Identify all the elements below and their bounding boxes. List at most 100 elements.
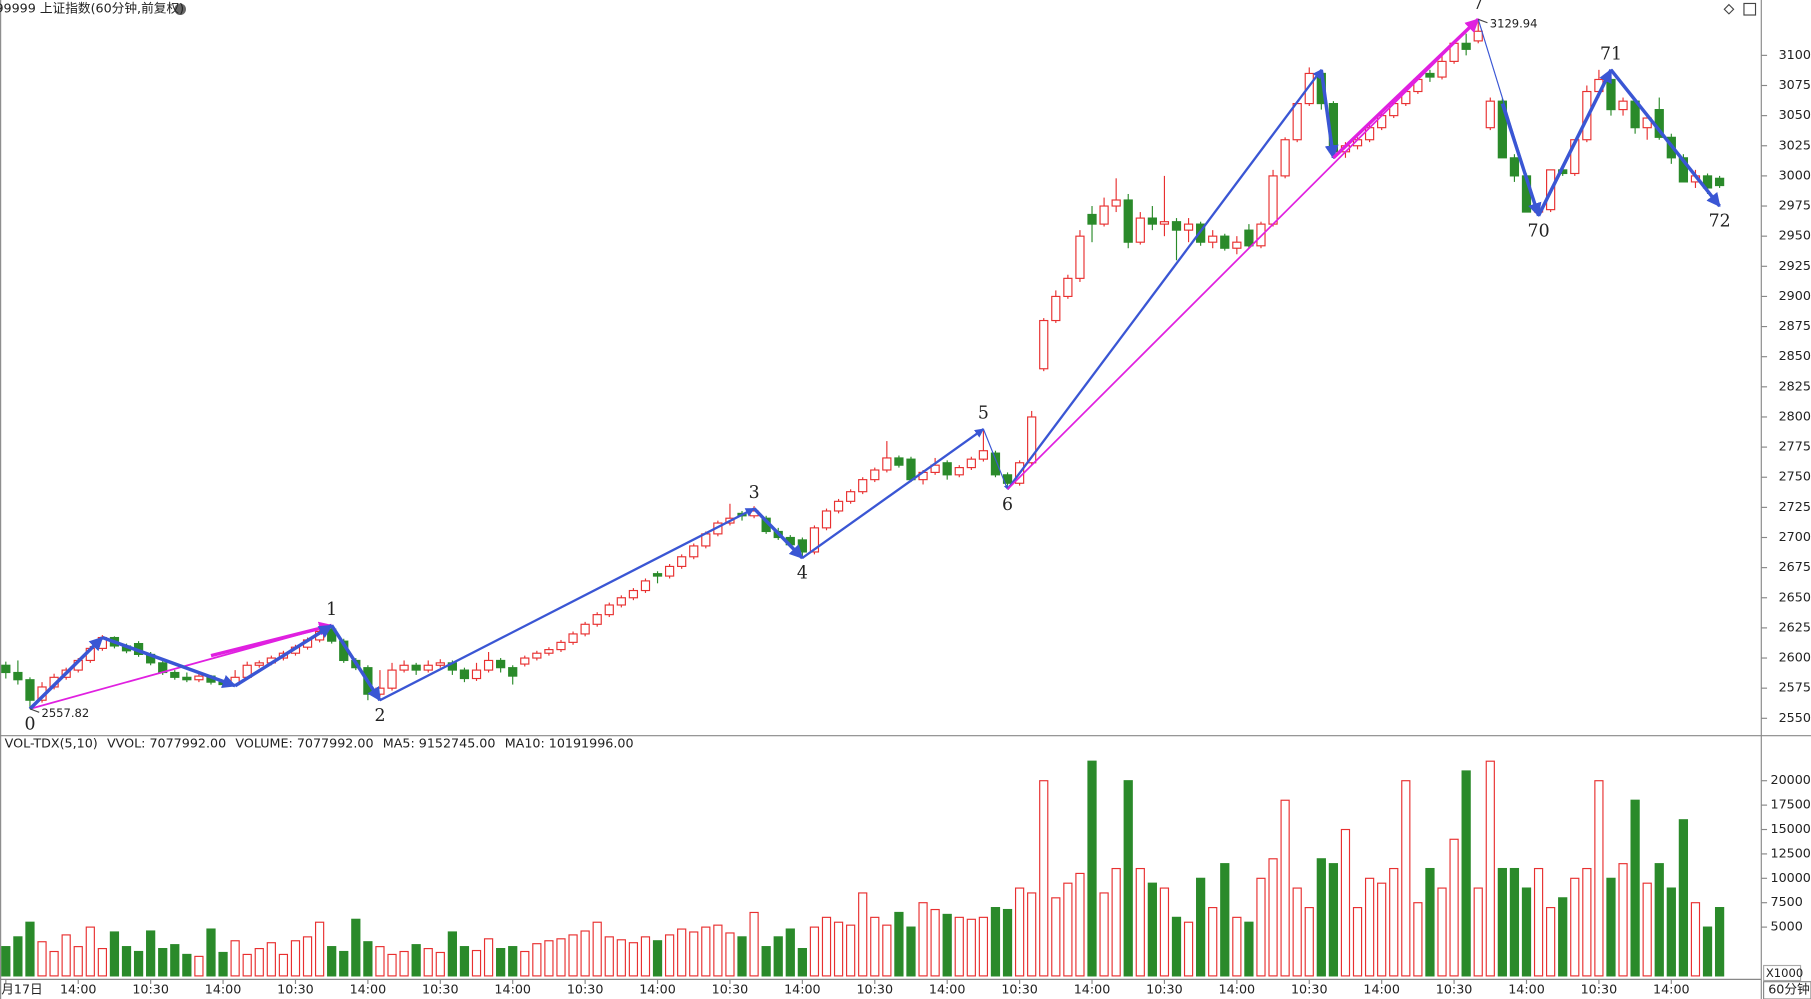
y-tick-label: 2775: [1779, 439, 1811, 454]
volume-bar: [1642, 882, 1652, 977]
candle-body: [532, 652, 542, 659]
title-dropdown[interactable]: [174, 3, 186, 16]
volume-bar: [1497, 867, 1507, 977]
volume-bar: [339, 950, 349, 977]
icon-diamond[interactable]: [1723, 3, 1735, 15]
volume-bar: [833, 921, 844, 977]
volume-bar: [290, 940, 301, 977]
volume-bar: [1328, 863, 1339, 977]
x-tick-label: 14:00: [60, 981, 97, 996]
y-tick-label: 3025: [1779, 137, 1811, 152]
candle-body: [1304, 72, 1314, 105]
volume-bar: [471, 949, 482, 977]
volume-bar: [713, 924, 723, 977]
volume-bar: [459, 946, 470, 977]
volume-legend-item: MA5: 9152745.00: [383, 735, 496, 750]
volume-bar: [363, 941, 373, 977]
candle-body: [1618, 100, 1628, 111]
zigzag-arrow: [801, 428, 985, 559]
x-tick-label: 14:00: [929, 981, 966, 996]
volume-bar: [25, 921, 35, 977]
zigzag-arrow: [1006, 69, 1323, 490]
candle-body: [846, 491, 856, 502]
volume-bar: [568, 934, 578, 977]
candle-body: [882, 457, 892, 471]
y-tick-label: 2975: [1779, 198, 1811, 213]
volume-bar: [689, 931, 699, 977]
volume-y-tick-label: 17500: [1771, 797, 1811, 812]
zigzag-arrow: [1500, 103, 1542, 217]
icon-window[interactable]: [1743, 2, 1757, 16]
candle-body: [1473, 30, 1483, 42]
volume-bar: [206, 928, 216, 977]
candle-body: [1075, 235, 1085, 279]
volume-legend-item: MA10: 10191996.00: [505, 735, 634, 750]
volume-bar: [640, 936, 651, 977]
volume-bar: [447, 931, 457, 977]
candle-body: [1, 664, 11, 674]
volume-y-tick-label: 12500: [1771, 845, 1811, 860]
volume-bar: [1509, 867, 1520, 977]
candle-body: [13, 671, 23, 681]
volume-bar: [749, 911, 759, 977]
x-tick-label: 10:30: [1001, 981, 1038, 996]
volume-bar: [990, 907, 1001, 977]
volume-bar: [182, 953, 192, 977]
volume-bar: [1027, 892, 1037, 977]
volume-bar: [821, 916, 832, 977]
candle-body: [1147, 217, 1157, 225]
zigzag-arrow: [982, 428, 1009, 490]
x-tick-label: 14:00: [205, 981, 242, 996]
zigzag-arrow: [1609, 68, 1721, 208]
volume-bar: [73, 946, 83, 977]
volume-bar: [930, 908, 940, 977]
y-tick-label: 2950: [1779, 228, 1811, 243]
volume-bar: [1582, 867, 1592, 977]
volume-bar: [906, 926, 916, 977]
candle-body: [1063, 277, 1073, 298]
candle-body: [1159, 221, 1170, 225]
volume-bar: [1437, 887, 1447, 977]
price-leader: [1478, 18, 1488, 24]
candle-body: [568, 633, 578, 643]
volume-bar: [918, 902, 928, 977]
candle-body: [182, 676, 192, 681]
volume-legend-item: VVOL: 7077992.00: [107, 735, 226, 750]
candle-body: [1292, 102, 1302, 141]
volume-bar: [1171, 916, 1182, 977]
volume-bar: [1546, 907, 1556, 977]
candle-body: [990, 452, 1001, 476]
candle-body: [1220, 235, 1230, 249]
volume-bar: [1654, 863, 1664, 977]
volume-bar: [1473, 887, 1483, 977]
candle-body: [1099, 205, 1109, 225]
y-tick-label: 2725: [1779, 499, 1811, 514]
volume-bar: [146, 930, 156, 977]
zigzag-arrow: [1006, 18, 1479, 490]
volume-bar: [1316, 858, 1326, 977]
volume-bar: [327, 946, 337, 977]
candle-body: [821, 510, 832, 529]
volume-bar: [1606, 877, 1616, 977]
y-tick-label: 2675: [1779, 559, 1811, 574]
candle-body: [435, 662, 445, 666]
pivot-label: 7: [1473, 0, 1484, 14]
pivot-label: 2: [374, 706, 385, 726]
x-tick-label: 14:00: [1219, 981, 1256, 996]
y-tick-label: 2850: [1779, 348, 1811, 363]
volume-bar: [1268, 858, 1278, 977]
y-tick-label: 3100: [1779, 47, 1811, 62]
volume-bar: [1666, 887, 1676, 977]
zigzag-arrow: [1332, 18, 1480, 160]
volume-bar: [37, 941, 47, 977]
candle-body: [556, 641, 566, 651]
unit-box: [1763, 964, 1802, 982]
volume-bar: [652, 940, 663, 977]
volume-bar: [314, 921, 325, 977]
candle-body: [194, 675, 204, 681]
volume-bar: [604, 936, 614, 977]
candle-body: [906, 458, 916, 481]
x-tick-label: 10:30: [422, 981, 459, 996]
y-tick-label: 2800: [1779, 408, 1811, 423]
candle-body: [170, 671, 180, 678]
